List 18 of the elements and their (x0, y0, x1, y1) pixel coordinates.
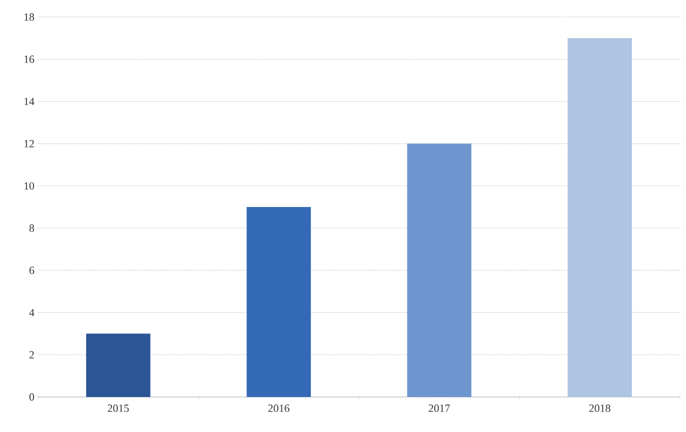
x-tick-label: 2018 (589, 404, 610, 412)
bar (407, 144, 472, 397)
y-tick-label: 0 (29, 393, 34, 401)
bar (568, 38, 632, 397)
y-tick-label: 6 (29, 266, 34, 274)
x-tick-label: 2015 (108, 404, 129, 412)
y-tick-label: 4 (29, 308, 34, 316)
x-tick-label: 2017 (428, 404, 450, 412)
y-tick-label: 8 (29, 224, 34, 232)
y-tick-label: 12 (24, 140, 34, 148)
y-tick-label: 18 (24, 13, 34, 21)
y-tick-label: 14 (24, 98, 34, 106)
x-tick-label: 2016 (268, 404, 290, 412)
y-tick-label: 16 (24, 56, 34, 63)
y-tick-label: 10 (24, 182, 34, 190)
y-tick-label: 2 (29, 351, 34, 358)
bar (246, 207, 311, 397)
bar (86, 334, 150, 397)
